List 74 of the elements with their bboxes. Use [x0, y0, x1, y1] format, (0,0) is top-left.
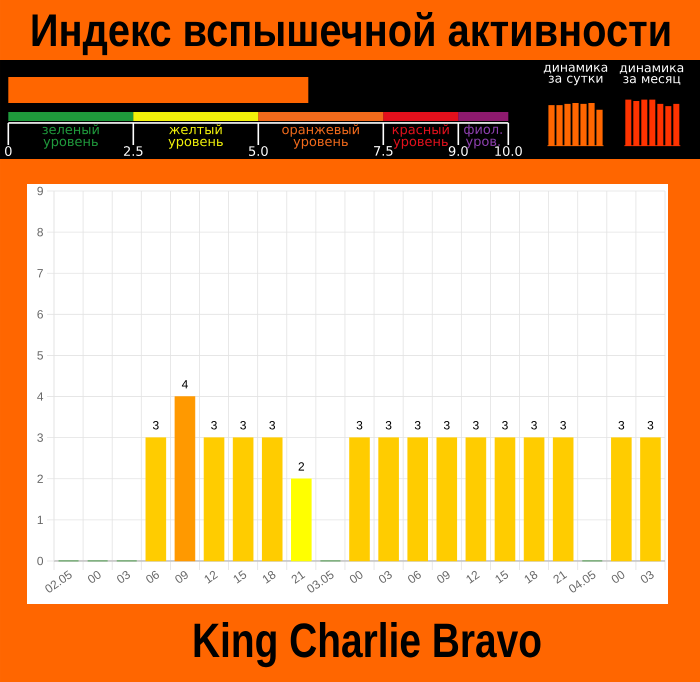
data-label: 3 — [618, 420, 624, 430]
x-tick-label: 03 — [378, 570, 392, 583]
chart-title: динамика за сутки — [544, 64, 608, 86]
data-label: 3 — [648, 420, 654, 430]
x-tick-label: 06 — [146, 570, 159, 583]
x-tick-label: 0 — [5, 146, 12, 156]
chart-title: динамика за месяц — [620, 65, 684, 85]
x-tick-label: 12 — [466, 570, 480, 584]
bar — [174, 396, 196, 562]
bar — [466, 437, 486, 562]
data-label: 3 — [414, 420, 420, 430]
y-tick-label: 8 — [37, 228, 43, 236]
y-tick-label: 0 — [37, 556, 44, 566]
data-label: 3 — [269, 420, 276, 430]
y-tick-label: 4 — [37, 392, 44, 401]
data-label: 3 — [386, 420, 392, 430]
x-tick-label: 2.5 — [124, 146, 142, 156]
text: желтый уровень — [168, 124, 223, 149]
data-label: 3 — [444, 420, 450, 430]
bar — [494, 437, 516, 562]
bar — [349, 437, 370, 562]
bar — [146, 437, 166, 562]
x-tick-label: 06 — [408, 570, 421, 583]
x-tick-label: 03 — [117, 570, 130, 583]
bar — [262, 437, 283, 562]
data-label: 2 — [298, 462, 304, 471]
x-tick-label: 18 — [262, 570, 276, 584]
text: King Charlie Bravo — [194, 622, 540, 668]
bar — [552, 437, 574, 562]
data-label: 4 — [182, 380, 188, 388]
data-label: 3 — [152, 420, 159, 430]
x-tick-label: 5.0 — [249, 146, 268, 156]
x-tick-label: 15 — [234, 570, 246, 584]
x-tick-label: 09 — [437, 571, 450, 583]
y-tick-label: 1 — [38, 516, 43, 524]
bar — [378, 437, 399, 562]
x-tick-label: 15 — [496, 570, 508, 584]
data-label: 3 — [502, 420, 508, 430]
x-tick-label: 00 — [612, 571, 624, 583]
text: оранжевый уровень — [282, 124, 359, 149]
bar — [232, 437, 254, 562]
y-tick-label: 3 — [37, 433, 43, 442]
bar — [640, 437, 661, 562]
x-tick-label: 09 — [175, 571, 188, 583]
y-tick-label: 7 — [37, 269, 43, 278]
text: зеленый уровень — [42, 124, 99, 149]
data-label: 3 — [560, 420, 566, 430]
x-tick-label: 10.0 — [495, 146, 522, 156]
data-label: 3 — [240, 420, 246, 430]
x-tick-label: 21 — [292, 571, 306, 584]
x-tick-label: 03 — [640, 570, 654, 583]
y-tick-label: 6 — [37, 310, 43, 319]
data-label: 3 — [356, 420, 362, 430]
data-label: 3 — [473, 420, 479, 430]
bar — [407, 437, 428, 562]
x-tick-label: 7.5 — [374, 146, 392, 156]
bar — [611, 437, 632, 562]
chart-title: Индекс вспышечной активности — [32, 12, 670, 56]
data-label: 3 — [531, 420, 537, 430]
bar — [524, 437, 544, 562]
x-tick-label: 00 — [350, 571, 362, 583]
bar — [204, 437, 224, 562]
y-tick-label: 9 — [37, 186, 43, 196]
y-tick-label: 5 — [37, 351, 43, 360]
bar — [291, 478, 312, 562]
x-tick-label: 18 — [524, 570, 538, 584]
bar — [436, 437, 458, 562]
y-tick-label: 2 — [37, 474, 43, 483]
x-tick-label: 9.0 — [448, 146, 468, 156]
x-tick-label: 00 — [88, 571, 101, 583]
text: красный уровень — [392, 124, 449, 149]
x-tick-label: 12 — [204, 570, 218, 584]
data-label: 3 — [211, 420, 217, 430]
x-tick-label: 21 — [553, 571, 568, 584]
